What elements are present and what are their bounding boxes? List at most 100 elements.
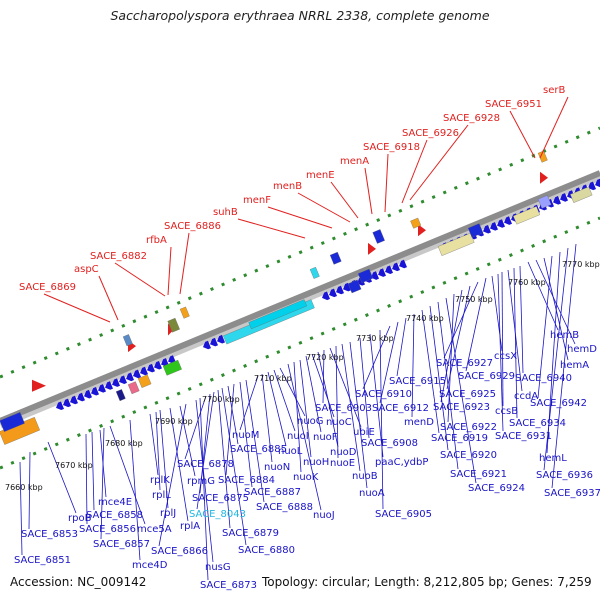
gene-block (372, 229, 385, 244)
gene-label-upper: SACE_6926 (402, 128, 459, 139)
gene-label-upper: suhB (213, 207, 238, 218)
gene-arrow (217, 334, 225, 344)
gene-block (122, 334, 133, 347)
gene-label-lower: SACE_6921 (450, 469, 507, 480)
gene-label-lower: SACE_6905 (375, 509, 432, 520)
label-leader (267, 371, 287, 447)
tick-label: 7770 kbp (562, 260, 600, 269)
gene-label-lower: SACE_6942 (530, 398, 587, 409)
label-leader (317, 351, 339, 448)
label-leader (155, 411, 161, 491)
label-leader (491, 275, 503, 352)
gene-label-lower: SACE_6853 (21, 529, 78, 540)
gene-block (0, 412, 25, 432)
gene-label-lower: ccdA (514, 391, 538, 402)
tick-label: 7660 kbp (5, 483, 43, 492)
gene-arrow (119, 375, 127, 384)
gene-block (357, 268, 374, 284)
gene-arrow (497, 219, 505, 228)
label-leader (199, 397, 209, 581)
gene-label-lower: SACE_6903 (315, 403, 372, 414)
gene-arrow (553, 196, 561, 205)
label-leader (440, 289, 463, 403)
gene-label-lower: ccsB (495, 406, 518, 417)
label-leader (396, 317, 407, 377)
label-leader (447, 293, 455, 423)
gene-label-lower: SACE_6919 (431, 433, 488, 444)
gene-label-lower: nuoK (293, 472, 319, 483)
gene-arrow (112, 378, 120, 387)
gene-label-lower: SACE_6915 (389, 376, 446, 387)
label-leader (237, 218, 306, 239)
gene-label-lower: nusG (205, 562, 231, 573)
gene-label-upper: serB (543, 85, 565, 96)
gene-arrow (84, 389, 92, 399)
gene-arrow (203, 340, 211, 350)
tick-label: 7670 kbp (55, 461, 93, 470)
gene-label-lower: ubiE (353, 427, 375, 438)
gene-label-lower: SACE_6931 (495, 431, 552, 442)
gene-label-lower: rpmG (187, 476, 215, 487)
gene-label-upper: SACE_6928 (443, 113, 500, 124)
label-leader (513, 267, 518, 419)
tick-label: 7690 kbp (155, 417, 193, 426)
gene-label-lower: SACE_8043 (189, 509, 246, 520)
gene-label-lower: SACE_6880 (238, 545, 295, 556)
inner-dotted-track (0, 216, 600, 470)
gene-arrow (154, 360, 162, 370)
tick-label: 7750 kbp (455, 295, 493, 304)
gene-arrow (483, 224, 491, 234)
gene-label-upper: aspC (74, 264, 99, 275)
label-leader (91, 431, 95, 511)
gene-label-lower: ccsX (494, 351, 517, 362)
label-leader (411, 313, 415, 418)
gene-label-lower: nuoN (264, 462, 290, 473)
gene-arrow (504, 216, 512, 225)
tick-label: 7710 kbp (254, 374, 292, 383)
gene-label-lower: SACE_6908 (361, 438, 418, 449)
gene-label-lower: SACE_6857 (93, 539, 150, 550)
gene-block (537, 195, 552, 209)
label-leader (341, 343, 361, 472)
gene-arrow (399, 259, 407, 269)
gene-block (309, 266, 320, 279)
gene-arrow (32, 379, 46, 392)
tick-label: 7700 kbp (202, 395, 240, 404)
label-leader (330, 181, 359, 219)
label-leader (227, 385, 239, 445)
gene-arrow (540, 171, 548, 184)
label-leader (509, 110, 536, 159)
gene-label-lower: menD (404, 417, 434, 428)
gene-label-lower: SACE_6878 (177, 459, 234, 470)
label-leader (279, 367, 306, 417)
gene-arrow (490, 222, 498, 231)
gene-block (329, 251, 342, 265)
gene-label-lower: SACE_6929 (458, 371, 515, 382)
gene-label-lower: SACE_6912 (372, 403, 429, 414)
gene-arrow (91, 387, 99, 396)
gene-label-lower: SACE_6924 (468, 483, 525, 494)
gene-arrow (322, 291, 330, 301)
gene-label-lower: nuoE (330, 458, 355, 469)
gene-arrow (336, 285, 344, 295)
label-leader (349, 341, 368, 489)
gene-block (248, 299, 307, 330)
gene-block (127, 381, 140, 395)
gene-block (467, 223, 484, 238)
gene-label-upper: menF (243, 195, 271, 206)
gene-label-lower: SACE_6873 (200, 580, 257, 591)
gene-label-lower: SACE_6885 (230, 444, 287, 455)
gene-label-lower: mce4E (98, 497, 132, 508)
label-leader (167, 246, 172, 296)
gene-label-lower: SACE_6934 (509, 418, 566, 429)
gene-label-lower: rplL (152, 490, 171, 501)
gene-label-upper: rfbA (146, 235, 167, 246)
gene-arrow (371, 271, 379, 280)
label-leader (537, 255, 553, 399)
gene-label-lower: mce5A (137, 524, 172, 535)
gene-arrow (77, 392, 85, 402)
label-leader (329, 347, 362, 428)
gene-arrow (560, 193, 568, 202)
gene-labels: SACE_6869 aspC SACE_6882 rfbA SACE_6886 suhB m… (14, 85, 600, 591)
gene-label-upper: menB (273, 181, 302, 192)
